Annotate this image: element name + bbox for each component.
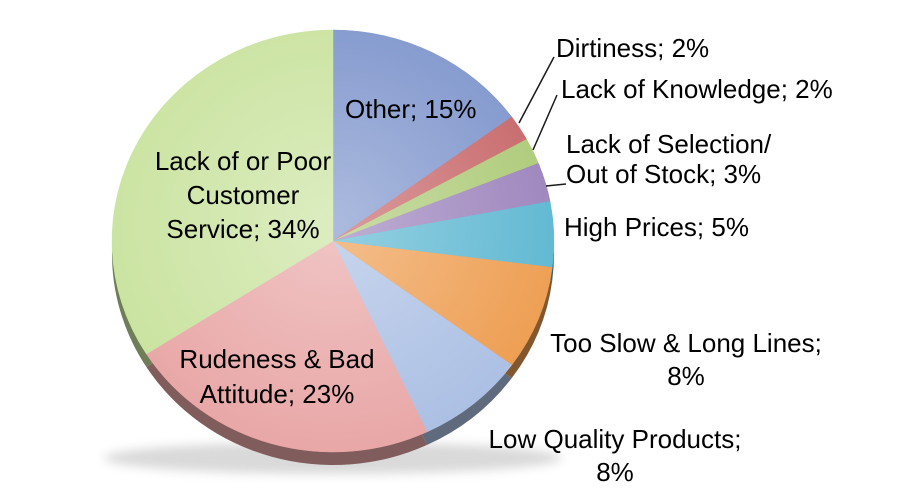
slice-label-line: 8% [596,457,634,487]
slice-label-line: Too Slow & Long Lines; [550,328,822,358]
slice-label-other: Other; 15% [345,94,477,124]
slice-label-lack-of-selection: Lack of Selection/ Out of Stock; 3% [566,129,771,189]
leader-line-knowledge [532,94,558,151]
slice-label-line: Rudeness & Bad [179,344,375,374]
slice-label-line: Attitude; 23% [199,379,355,409]
slice-label-line: Service; 34% [166,214,320,244]
slice-label-low-quality: Low Quality Products; 8% [462,423,768,489]
slice-label-line: Out of Stock; 3% [566,159,762,189]
leader-line-dirtiness [518,56,555,124]
slice-label-lack-of-knowledge: Lack of Knowledge; 2% [561,74,833,104]
slice-label-line: Customer [186,180,300,210]
leader-line-selection [545,183,567,187]
slice-label-high-prices: High Prices; 5% [564,212,749,242]
slice-label-line: Lack of Selection/ [566,129,772,159]
slice-label-line: Lack of or Poor [154,146,332,176]
slice-label-too-slow: Too Slow & Long Lines; 8% [538,327,834,393]
slice-label-line: 8% [667,361,705,391]
slice-label-line: Low Quality Products; [488,424,742,454]
slice-label-dirtiness: Dirtiness; 2% [556,33,710,63]
slice-label-rudeness: Rudeness & Bad Attitude; 23% [152,342,402,412]
slice-label-customer-service: Lack of or Poor Customer Service; 34% [128,144,358,246]
